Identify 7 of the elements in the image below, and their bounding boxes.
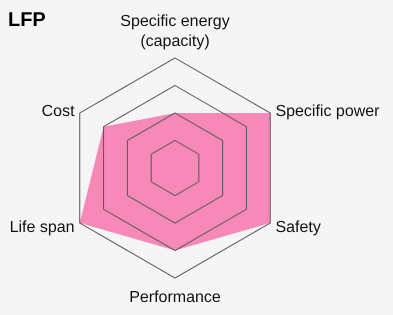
spoke-label: Life span [10, 219, 75, 236]
spoke-label: Performance [129, 289, 221, 306]
spoke-label: Specific energy (capacity) [120, 13, 230, 50]
chart-title: LFP [8, 9, 46, 31]
spoke-label: Specific power [275, 103, 380, 120]
spoke-label: Safety [275, 219, 321, 236]
spoke-label: Cost [42, 103, 76, 120]
